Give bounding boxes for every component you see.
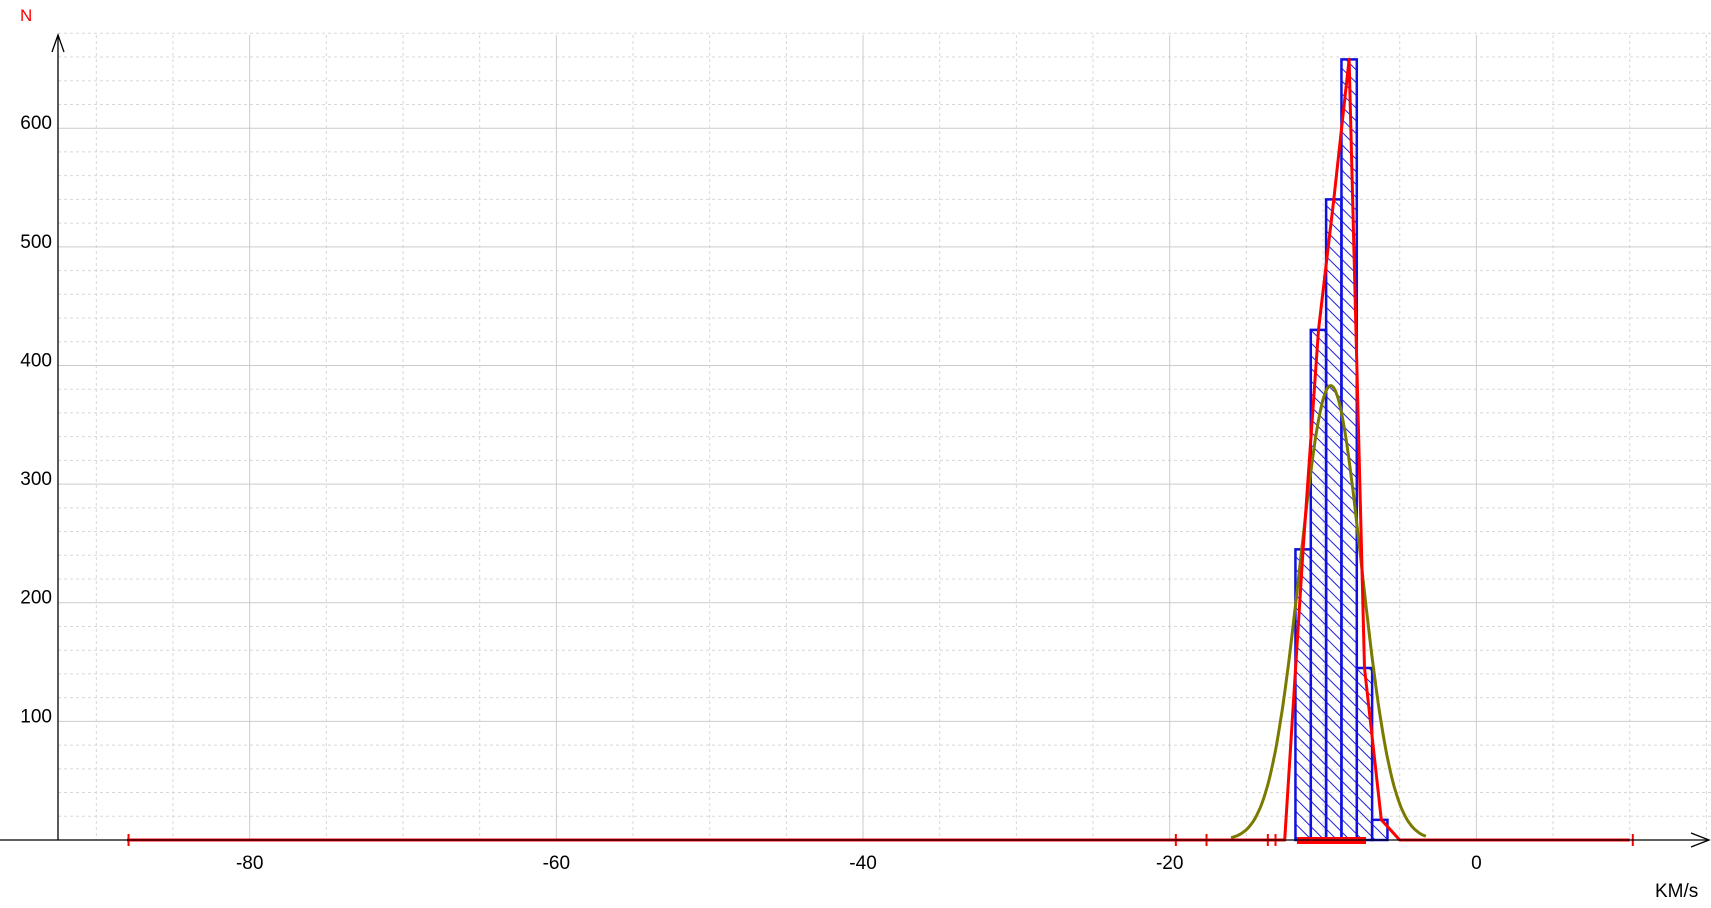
x-tick-label: -80 [236,853,263,874]
y-tick-label: 600 [20,113,52,134]
x-axis-title: KM/s [1655,881,1698,902]
minor-grid [58,32,1711,840]
x-tick-label: -20 [1156,853,1183,874]
y-tick-label: 200 [20,588,52,609]
x-axis-arrow [1690,832,1711,848]
y-tick-label: 500 [20,232,52,253]
y-tick-label: 100 [20,706,52,727]
y-axis-arrow [51,33,65,53]
axes [0,33,1711,848]
x-tick-label: 0 [1471,853,1482,874]
y-tick-label: 300 [20,469,52,490]
histogram-bar [1324,198,1343,842]
frequency-polygon [127,57,1630,842]
curve-layer [127,57,1630,842]
y-tick-label: 400 [20,350,52,371]
x-tick-label: -60 [543,853,570,874]
y-axis-title: N [20,6,32,25]
major-grid [58,35,1711,840]
x-tick-label: -40 [849,853,876,874]
x-tick-labels: -80 -60 -40 -20 0 [236,853,1482,874]
y-tick-labels: 100 200 300 400 500 600 [20,113,52,727]
histogram-bar [1355,666,1374,842]
gaussian-curve [1230,384,1427,840]
